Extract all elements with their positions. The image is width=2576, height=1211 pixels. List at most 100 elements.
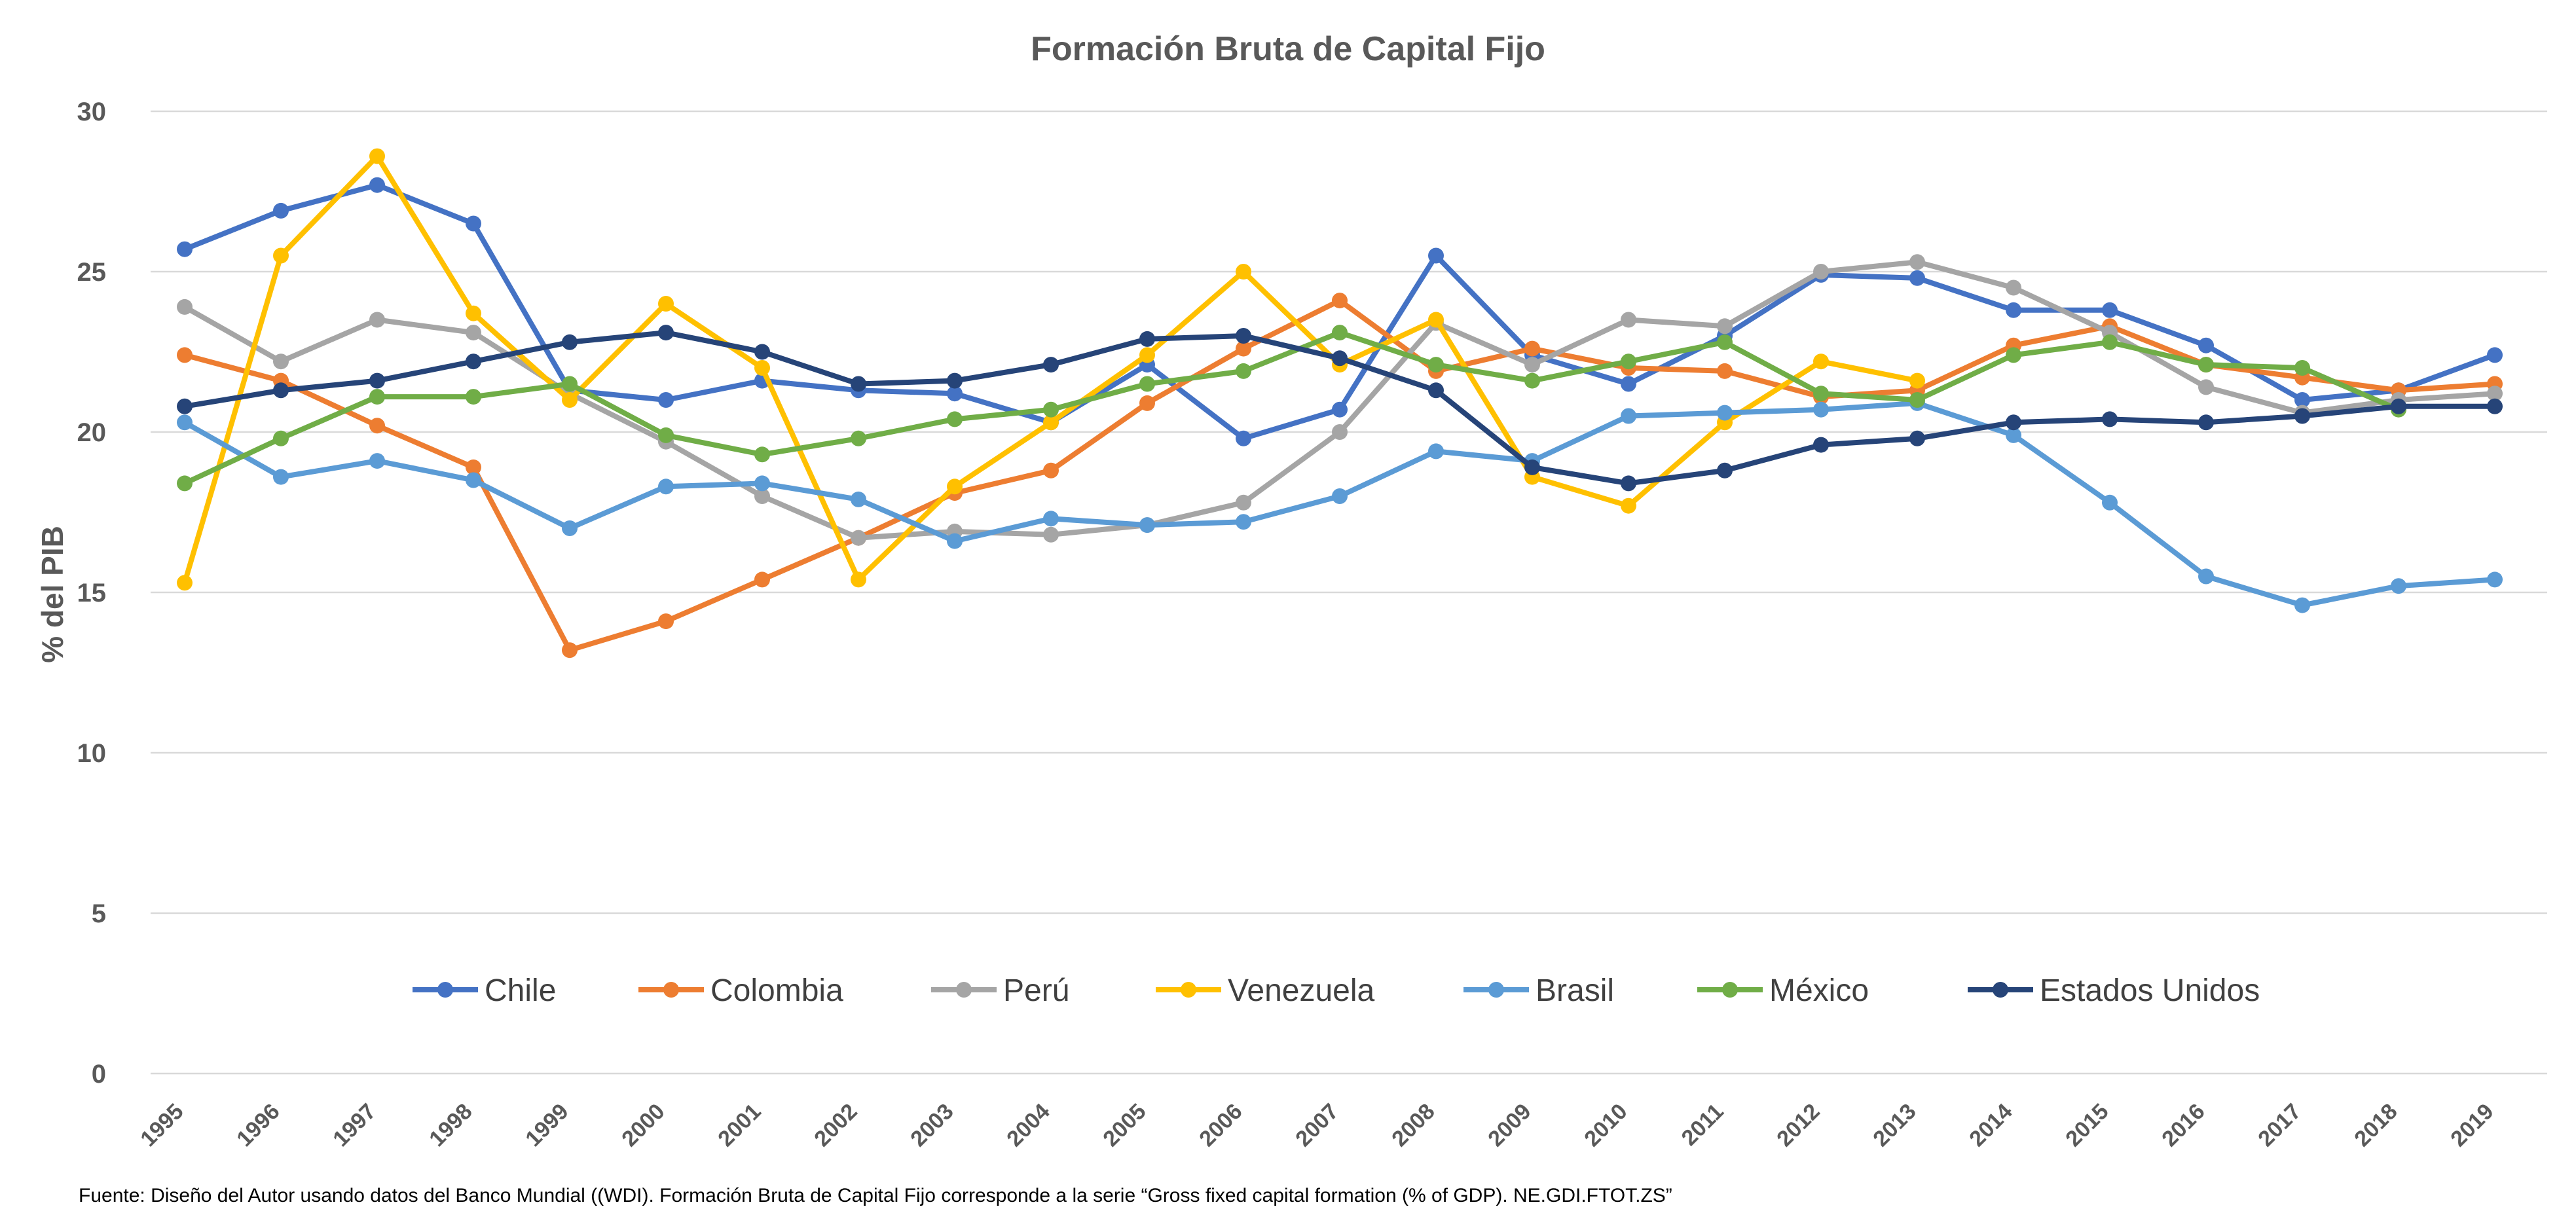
- data-point: [1332, 325, 1348, 341]
- data-point: [2198, 379, 2214, 395]
- data-point: [273, 247, 289, 264]
- data-point: [2102, 334, 2118, 350]
- x-tick-label: 2004: [1002, 1099, 1054, 1151]
- data-point: [1717, 334, 1733, 350]
- data-point: [1621, 497, 1636, 514]
- data-point: [1236, 494, 1251, 511]
- y-tick-label: 30: [77, 98, 107, 126]
- series-brasil: [177, 395, 2503, 613]
- chart-title: Formación Bruta de Capital Fijo: [1031, 30, 1545, 68]
- legend-label: Chile: [485, 973, 556, 1008]
- data-point: [369, 148, 385, 164]
- data-point: [1332, 401, 1348, 418]
- series-méxico: [177, 325, 2406, 492]
- data-point: [369, 177, 385, 193]
- data-point: [2102, 302, 2118, 318]
- x-tick-label: 2013: [1868, 1099, 1921, 1151]
- legend-item: Estados Unidos: [1968, 973, 2260, 1008]
- legend-marker: [663, 982, 679, 998]
- data-point: [1909, 372, 1925, 389]
- series-line: [182, 182, 2497, 441]
- legend-label: Brasil: [1536, 973, 1614, 1008]
- data-point: [947, 533, 963, 549]
- data-point: [1717, 363, 1733, 379]
- data-point: [177, 347, 193, 363]
- data-point: [2294, 597, 2310, 613]
- data-point: [2391, 398, 2406, 414]
- data-point: [2294, 392, 2310, 408]
- legend-marker: [956, 982, 972, 998]
- y-tick-label: 10: [77, 739, 107, 768]
- data-point: [273, 382, 289, 399]
- data-point: [177, 575, 193, 591]
- data-point: [1909, 254, 1925, 270]
- data-point: [466, 215, 481, 232]
- data-point: [273, 353, 289, 370]
- data-point: [466, 325, 481, 341]
- data-point: [1043, 526, 1059, 543]
- data-point: [1236, 363, 1251, 379]
- data-point: [1909, 392, 1925, 408]
- data-point: [2487, 398, 2503, 414]
- data-point: [1813, 437, 1829, 453]
- y-axis-ticks: 0 5 10 15 20 25 30: [77, 98, 107, 1089]
- data-point: [369, 418, 385, 434]
- data-point: [273, 430, 289, 446]
- legend-marker: [1488, 982, 1504, 998]
- x-tick-label: 2012: [1772, 1099, 1824, 1151]
- data-point: [177, 414, 193, 431]
- series-colombia: [177, 293, 2503, 659]
- data-point: [1621, 312, 1636, 328]
- data-point: [754, 488, 770, 504]
- legend: Chile Colombia Perú Venezuela Brasil México Es…: [413, 973, 2260, 1008]
- x-tick-label: 1998: [424, 1099, 477, 1151]
- legend-item: Perú: [931, 973, 1069, 1008]
- data-point: [1139, 376, 1155, 392]
- data-point: [2102, 411, 2118, 427]
- data-point: [754, 344, 770, 360]
- data-point: [1428, 247, 1444, 264]
- data-point: [947, 479, 963, 495]
- data-point: [273, 202, 289, 219]
- data-point: [658, 613, 674, 630]
- series-chile: [177, 177, 2503, 446]
- x-tick-label: 1996: [232, 1099, 284, 1151]
- data-point: [754, 571, 770, 588]
- y-tick-label: 15: [77, 579, 107, 607]
- data-point: [1236, 264, 1251, 280]
- data-point: [1139, 395, 1155, 411]
- data-point: [273, 469, 289, 485]
- data-point: [1332, 424, 1348, 440]
- data-point: [1332, 350, 1348, 367]
- source-note: Fuente: Diseño del Autor usando datos de…: [79, 1185, 1672, 1206]
- x-tick-label: 2019: [2446, 1099, 2498, 1151]
- data-point: [562, 334, 578, 350]
- data-point: [851, 491, 866, 507]
- data-point: [851, 530, 866, 546]
- legend-marker: [437, 982, 453, 998]
- x-tick-label: 2011: [1677, 1099, 1729, 1151]
- data-point: [658, 479, 674, 495]
- data-point: [1139, 347, 1155, 363]
- data-point: [1236, 430, 1251, 446]
- data-point: [1043, 511, 1059, 527]
- data-point: [1428, 357, 1444, 373]
- data-point: [1621, 408, 1636, 424]
- data-point: [369, 453, 385, 469]
- x-tick-label: 1997: [328, 1099, 380, 1151]
- data-point: [851, 430, 866, 446]
- data-point: [2198, 414, 2214, 431]
- data-point: [2487, 571, 2503, 588]
- x-tick-label: 2001: [713, 1099, 765, 1151]
- data-point: [754, 360, 770, 376]
- data-point: [2391, 578, 2406, 594]
- y-tick-label: 20: [77, 418, 107, 447]
- x-tick-label: 2010: [1579, 1099, 1632, 1151]
- data-point: [466, 472, 481, 488]
- data-point: [2294, 360, 2310, 376]
- data-point: [1236, 340, 1251, 357]
- x-tick-label: 2018: [2349, 1099, 2402, 1151]
- legend-item: Brasil: [1463, 973, 1614, 1008]
- data-point: [2006, 280, 2021, 296]
